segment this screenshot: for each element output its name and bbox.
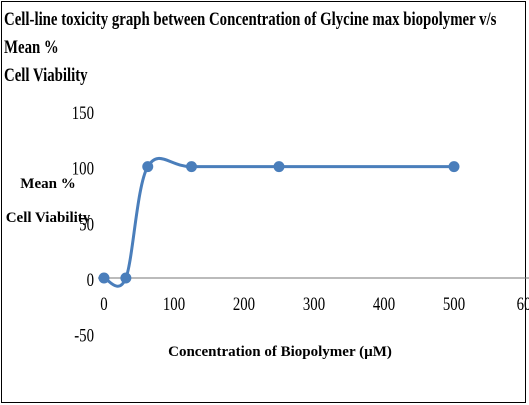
data-point — [448, 161, 460, 173]
y-tick-label: 100 — [72, 158, 94, 179]
data-point — [186, 161, 197, 173]
x-tick-label: 60 — [517, 293, 529, 314]
x-axis-title: Concentration of Biopolymer (µM) — [168, 344, 392, 360]
chart-title-line-1: Cell-line toxicity graph between Concent… — [4, 9, 497, 58]
data-point — [273, 161, 285, 173]
data-point — [120, 272, 132, 284]
data-point — [98, 272, 110, 284]
y-tick-label: 50 — [79, 214, 94, 235]
y-axis-title-line-1: Mean % — [20, 176, 75, 192]
y-tick-label: 0 — [87, 269, 94, 290]
y-tick-label: 150 — [72, 102, 94, 123]
x-tick-label: 500 — [443, 293, 465, 314]
x-tick-label: 100 — [163, 293, 185, 314]
chart-title-line-2: Cell Viability — [4, 65, 88, 86]
chart-title: Cell-line toxicity graph between Concent… — [4, 6, 524, 90]
x-tick-label: 400 — [373, 293, 395, 314]
x-tick-label: 200 — [233, 293, 255, 314]
x-tick-label: 300 — [303, 293, 325, 314]
series-layer — [98, 156, 460, 288]
data-point — [142, 161, 154, 173]
x-tick-label: 0 — [100, 293, 107, 314]
y-axis-title-line-2: Cell Viability — [6, 210, 91, 226]
series-line — [103, 156, 454, 288]
y-tick-label: -50 — [74, 325, 94, 346]
